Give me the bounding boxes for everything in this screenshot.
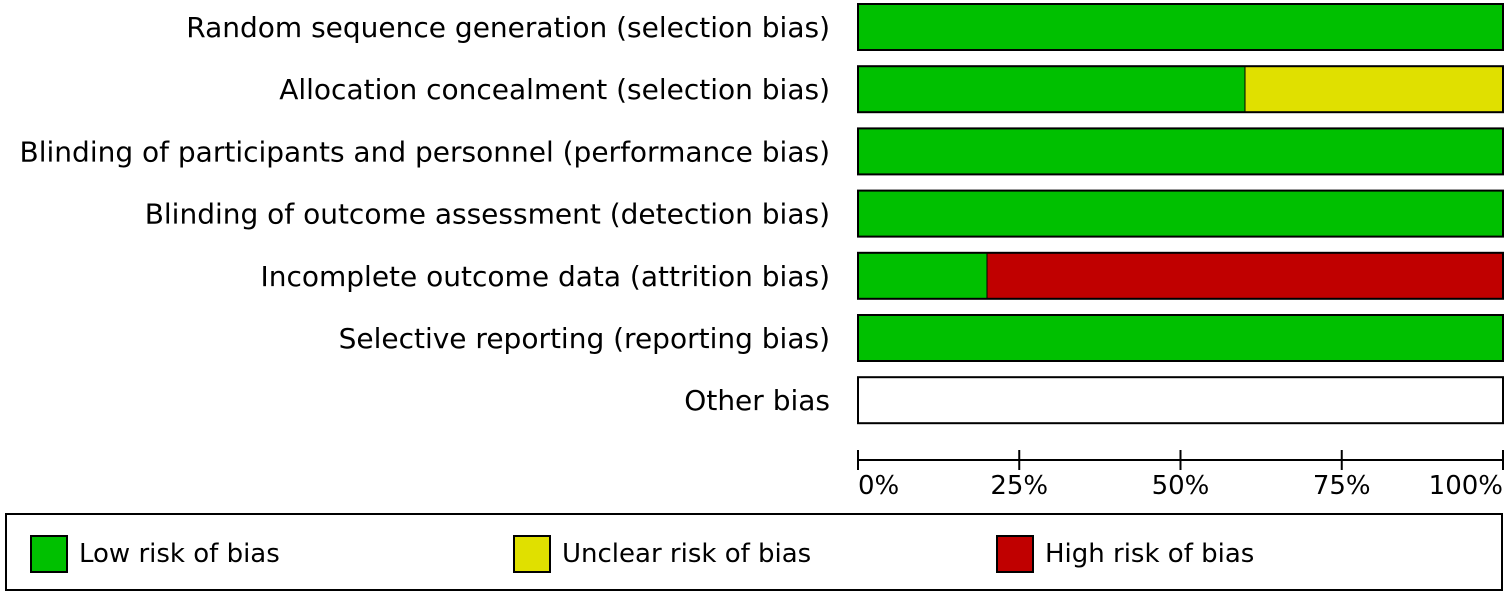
legend-label-low: Low risk of bias [79, 539, 280, 569]
bar-outline [857, 376, 1504, 425]
legend-label-high: High risk of bias [1045, 539, 1255, 569]
bar-segment [1245, 66, 1503, 113]
x-tick-label: 0% [858, 471, 899, 501]
bar-segment [987, 252, 1503, 299]
bar-outline [857, 314, 1504, 362]
bar-segment [858, 190, 1503, 237]
legend-swatch-high [996, 535, 1034, 573]
legend-swatch-unclear [513, 535, 551, 573]
bar-segment [858, 4, 1503, 50]
bar-outline [857, 65, 1504, 114]
bar-segment [858, 315, 1503, 361]
legend-swatch-low [30, 535, 68, 573]
x-tick-label: 25% [990, 471, 1048, 501]
bar-segment [858, 66, 1245, 113]
x-tick-label: 100% [1429, 471, 1503, 501]
legend-item-high: High risk of bias [996, 534, 1254, 574]
x-tick-label: 50% [1152, 471, 1210, 501]
risk-of-bias-chart: Random sequence generation (selection bi… [20, 3, 1504, 501]
category-label: Incomplete outcome data (attrition bias) [260, 260, 830, 293]
legend-item-low: Low risk of bias [30, 534, 280, 574]
category-label: Blinding of participants and personnel (… [20, 135, 830, 168]
x-tick-label: 75% [1313, 471, 1371, 501]
legend-label-unclear: Unclear risk of bias [562, 539, 812, 569]
category-label: Selective reporting (reporting bias) [339, 322, 830, 355]
bar-segment [858, 128, 1503, 175]
bar-segment [858, 252, 987, 299]
bar-outline [857, 3, 1504, 51]
bar-outline [857, 251, 1504, 300]
legend-item-unclear: Unclear risk of bias [513, 534, 811, 574]
category-label: Random sequence generation (selection bi… [186, 11, 830, 44]
category-label: Other bias [684, 384, 830, 417]
category-label: Allocation concealment (selection bias) [279, 73, 830, 106]
bar-outline [857, 127, 1504, 176]
legend: Low risk of bias Unclear risk of bias Hi… [5, 513, 1503, 591]
category-label: Blinding of outcome assessment (detectio… [145, 198, 830, 231]
bar-outline [857, 189, 1504, 238]
